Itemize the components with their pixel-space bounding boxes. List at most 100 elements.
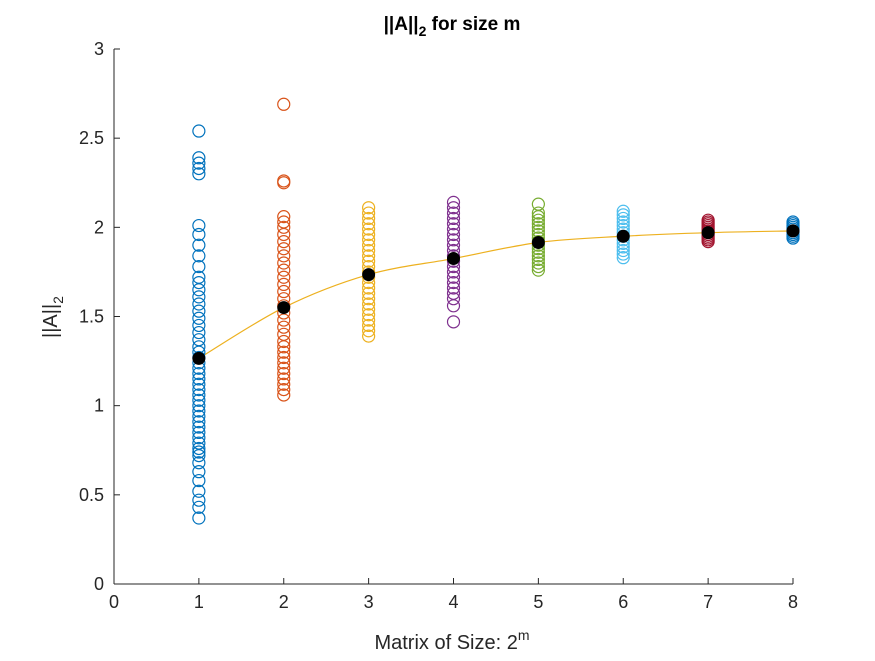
data-point bbox=[362, 222, 376, 236]
data-point bbox=[277, 97, 291, 111]
x-tick-label: 7 bbox=[703, 592, 713, 612]
data-point bbox=[192, 393, 206, 407]
x-axis-label-main: Matrix of Size: 2 bbox=[374, 632, 517, 654]
mean-marker bbox=[786, 224, 800, 238]
data-point bbox=[446, 286, 461, 300]
mean-marker bbox=[531, 235, 545, 249]
x-axis-label: Matrix of Size: 2m bbox=[374, 627, 529, 654]
data-point bbox=[192, 276, 206, 290]
data-point bbox=[446, 270, 461, 284]
chart-title-main: ||A|| bbox=[384, 14, 419, 35]
x-axis-label-superscript: m bbox=[518, 627, 530, 643]
data-point bbox=[531, 263, 545, 277]
data-point bbox=[192, 377, 206, 391]
data-point bbox=[277, 263, 291, 277]
data-point bbox=[277, 388, 291, 402]
y-tick-label: 2.5 bbox=[79, 128, 104, 148]
data-point bbox=[446, 227, 461, 242]
data-point bbox=[446, 276, 461, 290]
data-point bbox=[192, 399, 206, 413]
data-point bbox=[277, 372, 291, 386]
data-point bbox=[192, 366, 206, 381]
chart-title: ||A||2 for size m bbox=[384, 14, 521, 39]
data-point bbox=[192, 404, 206, 418]
data-point bbox=[192, 333, 206, 347]
data-point bbox=[192, 297, 206, 311]
data-point bbox=[277, 249, 291, 263]
y-tick-label: 1 bbox=[94, 396, 104, 416]
data-point bbox=[446, 281, 461, 295]
data-point bbox=[277, 284, 291, 299]
data-point bbox=[362, 292, 376, 306]
data-point bbox=[192, 473, 206, 488]
data-point bbox=[277, 334, 291, 349]
data-point bbox=[192, 167, 206, 181]
data-point bbox=[362, 211, 376, 226]
data-point bbox=[192, 500, 206, 514]
data-point bbox=[362, 206, 376, 220]
x-tick-label: 8 bbox=[788, 592, 798, 612]
data-point bbox=[277, 320, 291, 334]
x-tick-label: 3 bbox=[364, 592, 374, 612]
data-point bbox=[531, 249, 545, 263]
mean-trend-line bbox=[198, 230, 794, 359]
data-point bbox=[277, 242, 291, 256]
data-point bbox=[446, 315, 461, 329]
data-point bbox=[531, 252, 545, 267]
data-point bbox=[192, 318, 206, 333]
data-point bbox=[531, 220, 545, 234]
data-point bbox=[277, 270, 291, 284]
data-point bbox=[277, 277, 291, 291]
data-point bbox=[192, 372, 206, 386]
data-point bbox=[277, 220, 291, 234]
data-point bbox=[446, 217, 461, 231]
data-point bbox=[616, 251, 630, 265]
x-tick-label: 0 bbox=[109, 592, 119, 612]
data-point bbox=[192, 409, 206, 423]
mean-marker bbox=[616, 229, 630, 243]
data-point bbox=[362, 243, 376, 258]
data-point bbox=[192, 238, 206, 252]
data-point bbox=[616, 204, 630, 218]
mean-line-layer bbox=[198, 230, 794, 359]
data-point bbox=[192, 420, 206, 434]
data-point bbox=[192, 218, 206, 233]
data-point bbox=[446, 206, 461, 220]
data-point bbox=[362, 227, 376, 242]
y-tick-label: 2 bbox=[94, 217, 104, 237]
data-point bbox=[362, 324, 376, 338]
x-tick-label: 6 bbox=[618, 592, 628, 612]
chart-title-rest: for size m bbox=[426, 14, 520, 35]
data-point bbox=[277, 174, 291, 188]
data-point bbox=[616, 211, 630, 226]
data-point bbox=[192, 290, 206, 304]
data-point bbox=[192, 441, 206, 456]
chart-title-subscript: 2 bbox=[419, 23, 427, 39]
data-point bbox=[192, 415, 206, 429]
data-point bbox=[362, 249, 376, 263]
mean-marker bbox=[447, 252, 460, 266]
data-point bbox=[192, 227, 206, 242]
data-point bbox=[277, 235, 291, 249]
data-point bbox=[192, 493, 206, 507]
data-point bbox=[362, 302, 376, 316]
data-point bbox=[192, 124, 206, 138]
mean-marker bbox=[701, 226, 715, 240]
data-point bbox=[616, 208, 630, 222]
data-point bbox=[192, 156, 206, 170]
data-point bbox=[616, 215, 630, 229]
y-axis-label-main: ||A|| bbox=[40, 304, 62, 338]
mean-marker bbox=[192, 351, 206, 365]
data-point bbox=[362, 233, 376, 247]
data-point bbox=[192, 383, 206, 397]
data-point bbox=[192, 270, 206, 284]
data-point bbox=[192, 259, 206, 274]
data-point bbox=[362, 286, 376, 300]
data-point bbox=[192, 465, 206, 479]
data-point bbox=[446, 222, 461, 236]
data-point bbox=[277, 327, 291, 341]
x-tick-label: 5 bbox=[533, 592, 543, 612]
data-point bbox=[446, 265, 461, 279]
data-point bbox=[531, 217, 545, 231]
data-point bbox=[362, 297, 376, 311]
